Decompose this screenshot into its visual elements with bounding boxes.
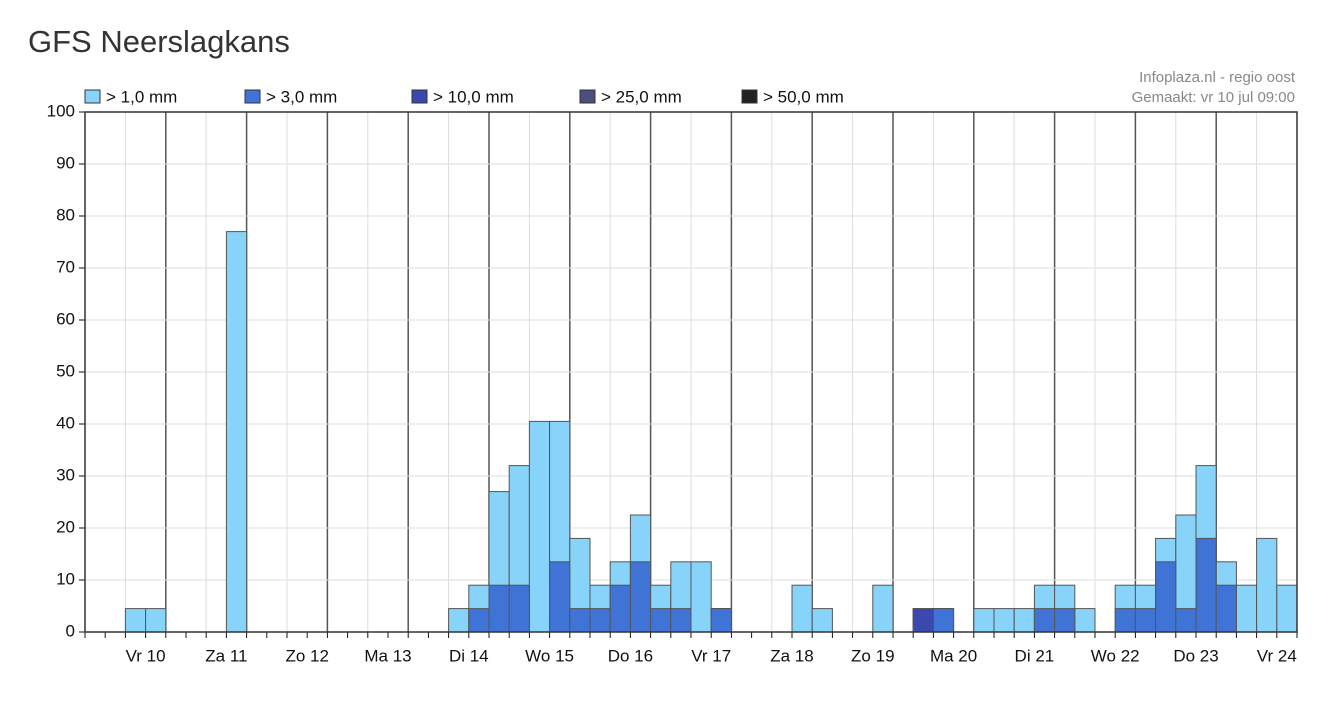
y-tick-label: 30 <box>56 465 75 484</box>
bar <box>569 608 591 633</box>
bar <box>124 608 147 633</box>
plot-frame <box>84 111 1298 633</box>
x-tick-label: Vr 17 <box>691 646 731 665</box>
bar <box>629 561 652 633</box>
bar <box>1195 537 1217 633</box>
bar <box>508 584 530 633</box>
bar <box>1033 608 1056 633</box>
bar <box>1256 537 1278 633</box>
bar <box>993 608 1015 633</box>
legend-label: > 25,0 mm <box>601 87 682 106</box>
source-note: Infoplaza.nl - regio oost <box>1139 69 1296 86</box>
y-tick-label: 50 <box>56 361 75 380</box>
made-note: Gemaakt: vr 10 jul 09:00 <box>1132 89 1295 106</box>
y-tick-label: 100 <box>47 101 75 120</box>
bar <box>1155 561 1177 633</box>
bar <box>1114 608 1136 633</box>
bar <box>1215 584 1237 633</box>
bar <box>589 608 611 633</box>
bar <box>932 608 955 633</box>
y-tick-label: 90 <box>56 153 75 172</box>
x-tick-label: Za 11 <box>205 646 247 665</box>
bar <box>1235 584 1258 633</box>
y-tick-label: 0 <box>66 621 75 640</box>
legend-swatch <box>244 89 261 104</box>
bar <box>448 608 470 633</box>
bar <box>973 608 995 633</box>
x-tick-label: Do 16 <box>608 646 653 665</box>
x-tick-label: Ma 13 <box>364 646 411 665</box>
bar <box>528 420 551 633</box>
x-tick-label: Vr 10 <box>126 646 166 665</box>
bar <box>1054 608 1076 633</box>
x-tick-label: Zo 19 <box>851 646 894 665</box>
bar <box>549 561 571 633</box>
legend-label: > 3,0 mm <box>266 87 337 106</box>
bar <box>145 608 167 633</box>
x-tick-label: Di 14 <box>449 646 489 665</box>
x-tick-label: Ma 20 <box>930 646 977 665</box>
legend-label: > 50,0 mm <box>763 87 844 106</box>
bar <box>609 584 631 633</box>
bar <box>650 608 672 633</box>
bar <box>811 608 833 633</box>
bar <box>468 608 490 633</box>
x-tick-label: Wo 22 <box>1091 646 1140 665</box>
legend-label: > 1,0 mm <box>106 87 177 106</box>
y-tick-label: 40 <box>56 413 75 432</box>
bar <box>225 231 248 633</box>
bar <box>710 608 732 633</box>
bar <box>1175 608 1197 633</box>
x-tick-label: Wo 15 <box>525 646 574 665</box>
bar <box>1134 608 1157 633</box>
y-tick-label: 60 <box>56 309 75 328</box>
y-tick-label: 20 <box>56 517 75 536</box>
bar <box>1074 608 1096 633</box>
legend-swatch <box>579 89 596 104</box>
bar <box>791 584 813 633</box>
y-tick-label: 80 <box>56 205 75 224</box>
legend-label: > 10,0 mm <box>433 87 514 106</box>
legend-swatch <box>741 89 758 104</box>
x-tick-label: Za 18 <box>770 646 813 665</box>
bar <box>670 608 692 633</box>
bar <box>488 584 510 633</box>
bar <box>912 608 934 633</box>
legend-swatch <box>84 89 101 104</box>
y-tick-label: 70 <box>56 257 75 276</box>
y-tick-label: 10 <box>56 569 75 588</box>
x-tick-label: Do 23 <box>1173 646 1218 665</box>
bar <box>1276 584 1298 633</box>
bar <box>1013 608 1035 633</box>
legend-swatch <box>411 89 428 104</box>
chart-title: GFS Neerslagkans <box>28 24 290 59</box>
bar <box>690 561 712 633</box>
x-tick-label: Zo 12 <box>285 646 328 665</box>
x-tick-label: Vr 24 <box>1257 646 1297 665</box>
bar <box>872 584 894 633</box>
x-tick-label: Di 21 <box>1015 646 1055 665</box>
